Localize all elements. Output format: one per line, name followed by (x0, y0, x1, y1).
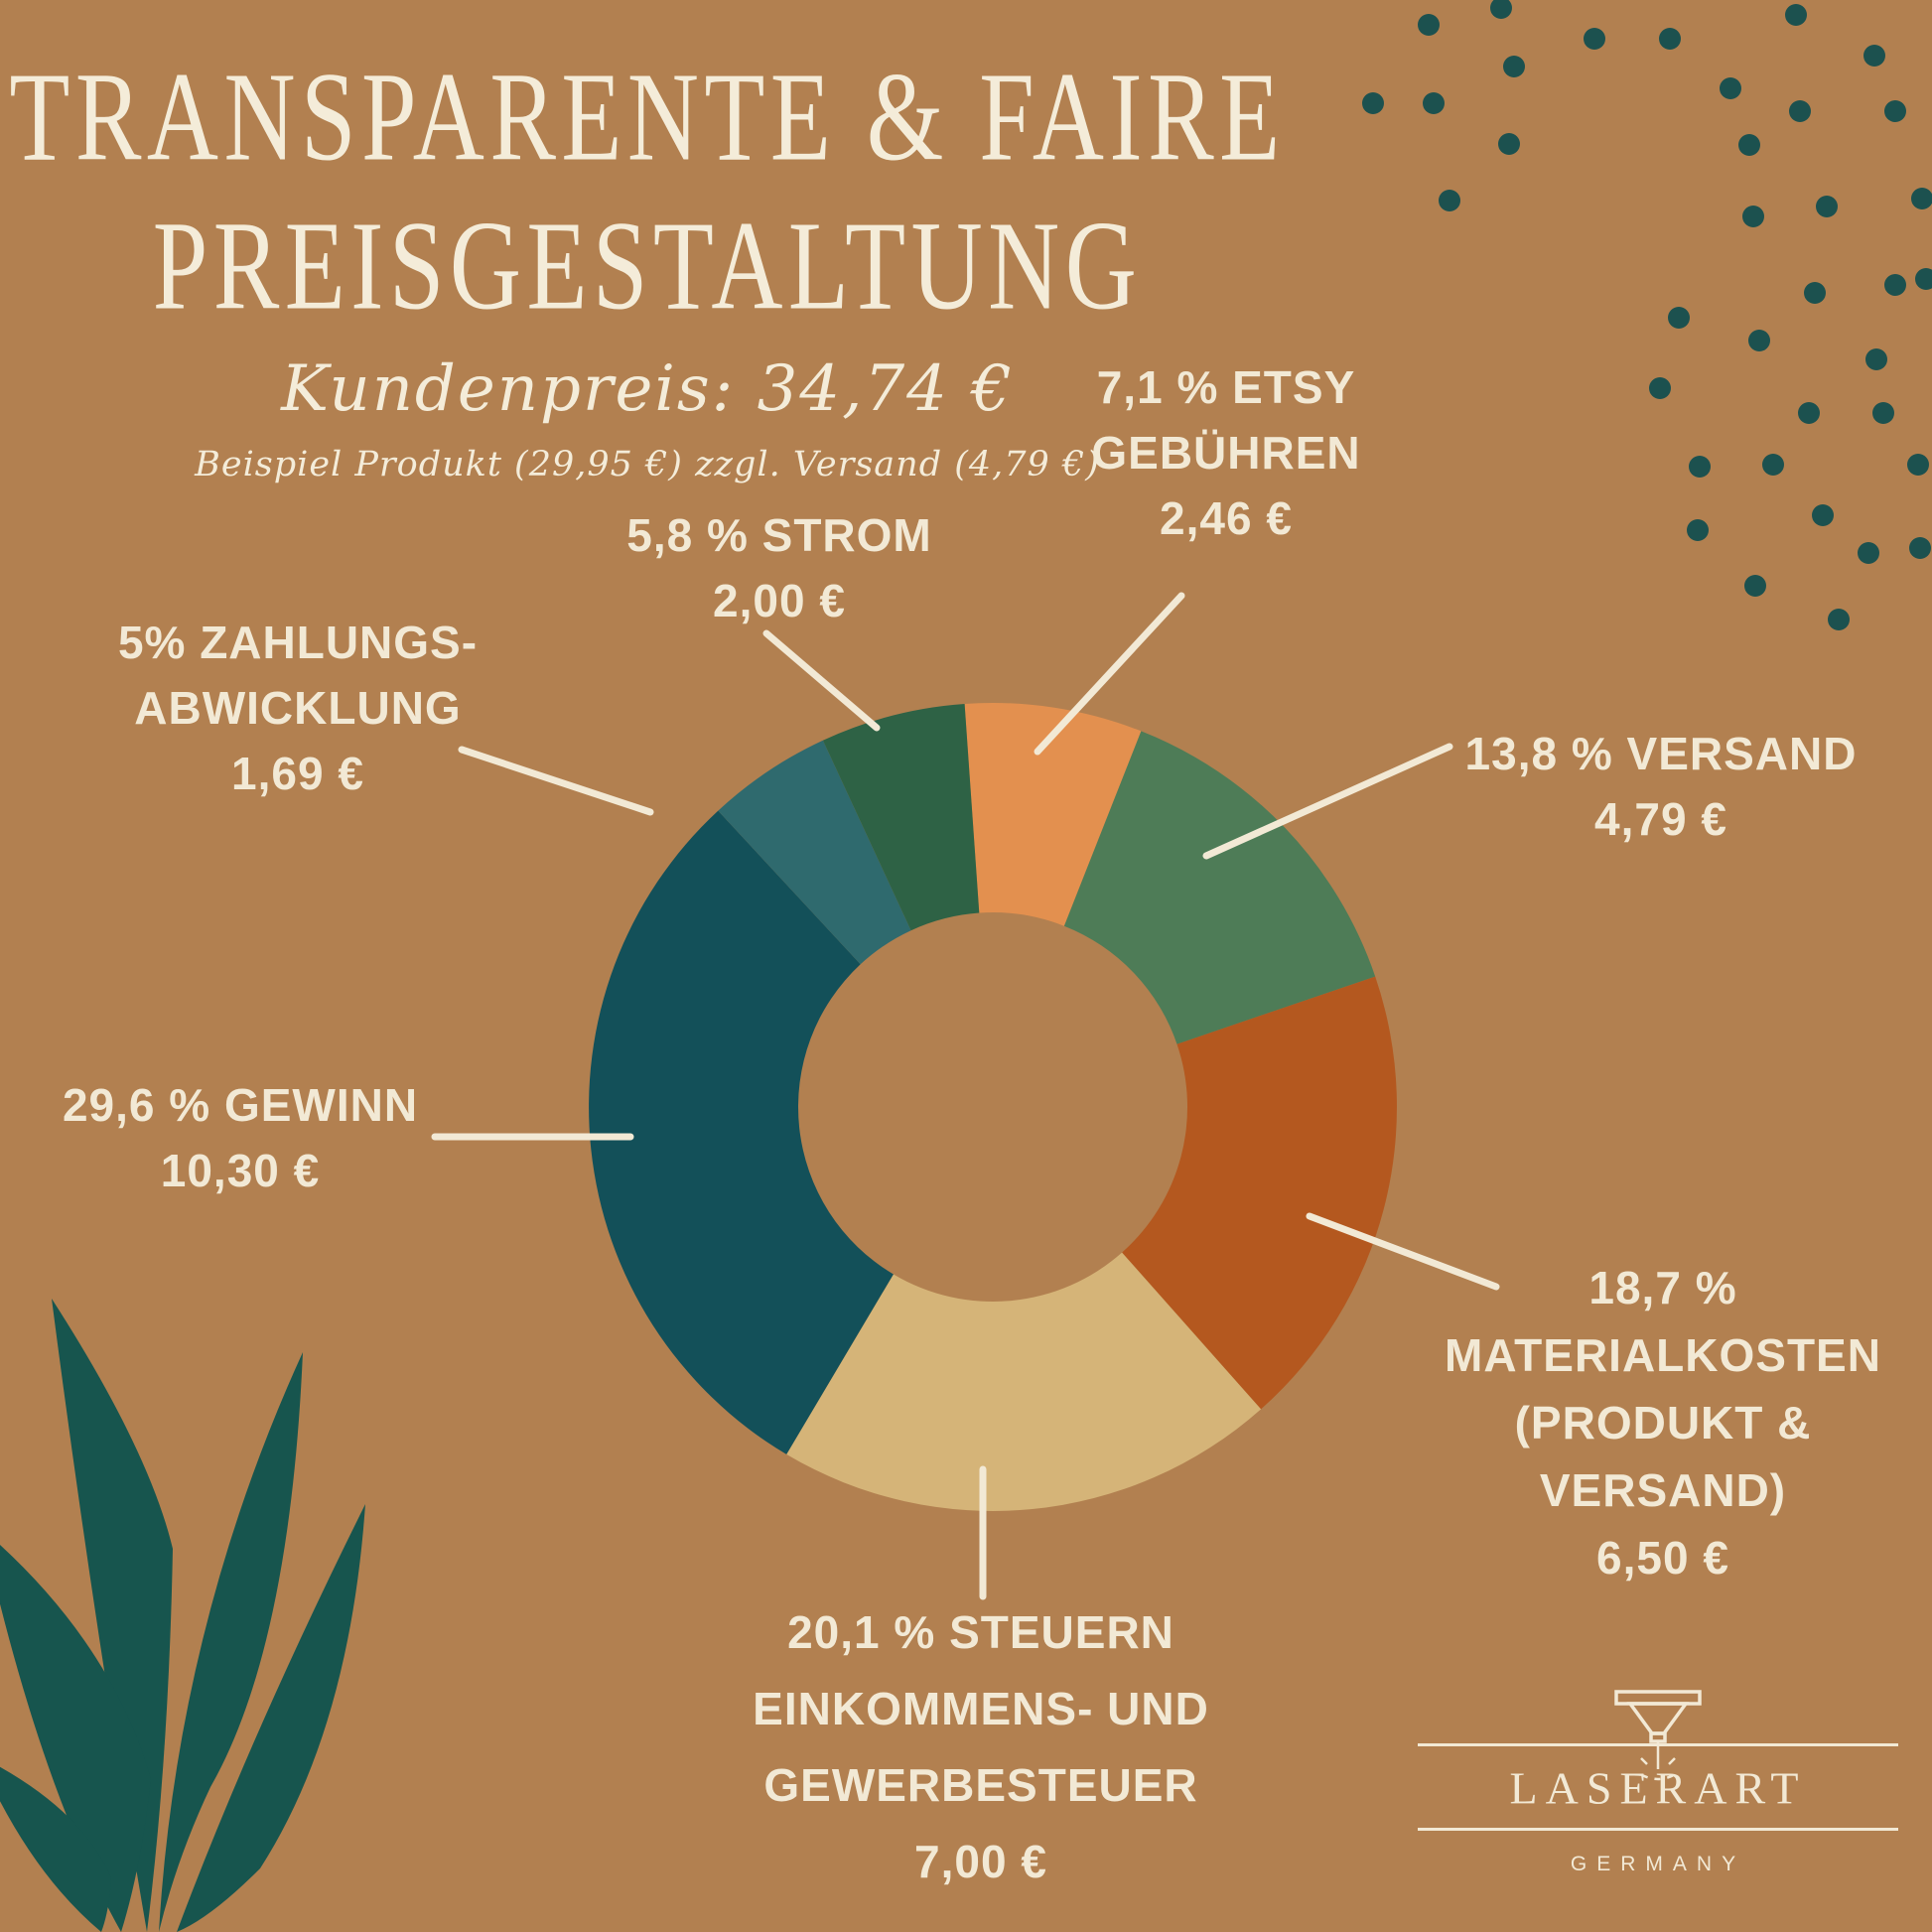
callout-material-amount: 6,50 € (1596, 1532, 1729, 1584)
dot-decoration (1909, 537, 1931, 559)
dot-decoration (1785, 4, 1807, 26)
callout-etsy-line1: 7,1 % ETSY (1096, 361, 1356, 413)
laser-nozzle-icon-part (1649, 1731, 1667, 1743)
dot-decoration (1744, 575, 1766, 597)
dot-decoration (1490, 0, 1512, 19)
dot-decoration (1858, 542, 1879, 564)
callout-gewinn-amount: 10,30 € (160, 1145, 321, 1196)
laser-spark-left (1640, 1757, 1648, 1765)
leaf-blade-lower-left (0, 1766, 111, 1932)
dot-decoration (1584, 28, 1605, 50)
dot-decoration (1423, 92, 1445, 114)
dot-decoration (1907, 454, 1929, 476)
callout-strom-line: 5,8 % STROM (626, 509, 932, 561)
dot-decoration (1689, 456, 1711, 478)
logo-divider-top (1418, 1743, 1898, 1746)
donut-slice-steuern (786, 1252, 1262, 1511)
callout-gewinn-line: 29,6 % GEWINN (62, 1079, 419, 1131)
dot-decoration (1362, 92, 1384, 114)
dot-decoration (1498, 133, 1520, 155)
donut-slice-material (1122, 976, 1397, 1410)
dot-decoration (1884, 100, 1906, 122)
callout-material-line4: VERSAND) (1539, 1464, 1787, 1516)
page-title-line2: PREISGESTALTUNG (152, 195, 1143, 337)
callout-steuern-amount: 7,00 € (914, 1836, 1047, 1887)
laser-rail-icon-part (1614, 1690, 1702, 1706)
dot-decoration (1439, 190, 1460, 211)
callout-material: 18,7 % MATERIALKOSTEN (PRODUKT & VERSAND… (1445, 1254, 1881, 1591)
callout-steuern: 20,1 % STEUERN EINKOMMENS- UND GEWERBEST… (753, 1594, 1209, 1900)
donut-slice-versand (1063, 731, 1376, 1044)
callout-etsy-line2: GEBÜHREN (1091, 427, 1361, 479)
dot-decoration (1798, 402, 1820, 424)
leader-line-versand (1202, 743, 1453, 860)
callout-material-line1: 18,7 % (1588, 1262, 1737, 1313)
callout-zahlung-amount: 1,69 € (231, 748, 364, 799)
leader-line-strom (762, 629, 881, 732)
logo-country-label: GERMANY (1570, 1853, 1746, 1875)
logo-wordmark: LASERART (1509, 1762, 1807, 1814)
dot-decoration (1863, 45, 1885, 67)
dot-decoration (1720, 77, 1741, 99)
laser-engraver-icon (1614, 1690, 1702, 1781)
callout-versand-line: 13,8 % VERSAND (1464, 728, 1858, 779)
dot-decoration (1668, 307, 1690, 329)
dot-decoration (1828, 609, 1850, 630)
dot-decoration (1812, 504, 1834, 526)
dot-decoration (1915, 268, 1932, 290)
callout-versand: 13,8 % VERSAND 4,79 € (1465, 721, 1858, 852)
donut-slice-strom (822, 704, 980, 931)
logo-divider-bottom (1418, 1828, 1898, 1831)
callout-steuern-line3: GEWERBESTEUER (763, 1759, 1198, 1811)
dot-decoration (1738, 134, 1760, 156)
dot-decoration (1816, 196, 1838, 217)
leaf-blade-upper-right (159, 1352, 303, 1932)
callout-steuern-line1: 20,1 % STEUERN (787, 1606, 1174, 1658)
example-product-subtitle: Beispiel Produkt (29,95 €) zzgl. Versand… (195, 445, 1100, 484)
callout-material-line3: (PRODUKT & (1514, 1397, 1812, 1449)
laser-head-icon-part (1626, 1702, 1690, 1735)
callout-etsy-amount: 2,46 € (1160, 492, 1293, 544)
callout-gewinn: 29,6 % GEWINN 10,30 € (63, 1072, 418, 1203)
leader-line-etsy (1034, 592, 1185, 756)
dot-decoration (1418, 14, 1440, 36)
dot-decoration (1742, 206, 1764, 227)
dot-decoration (1649, 377, 1671, 399)
callout-etsy: 7,1 % ETSY GEBÜHREN 2,46 € (1091, 354, 1360, 551)
donut-slice-etsy (964, 703, 1142, 926)
leader-line-material (1306, 1212, 1500, 1291)
leader-line-zahlung (458, 746, 654, 816)
dot-decoration (1789, 100, 1811, 122)
dot-decoration (1687, 519, 1709, 541)
callout-steuern-line2: EINKOMMENS- UND (753, 1683, 1209, 1734)
laser-spark-right (1668, 1757, 1676, 1765)
callout-material-line2: MATERIALKOSTEN (1445, 1329, 1881, 1381)
callout-strom-amount: 2,00 € (713, 575, 846, 626)
customer-price-subtitle: Kundenpreis: 34,74 € (281, 352, 1014, 426)
dot-decoration (1503, 56, 1525, 77)
callout-strom: 5,8 % STROM 2,00 € (626, 502, 932, 633)
callout-versand-amount: 4,79 € (1594, 793, 1727, 845)
callout-zahlung-line1: 5% ZAHLUNGS- (117, 617, 479, 668)
leaf-blade-left (0, 1545, 151, 1932)
dot-decoration (1872, 402, 1894, 424)
callout-zahlung: 5% ZAHLUNGS- ABWICKLUNG 1,69 € (118, 610, 478, 806)
dot-decoration (1659, 28, 1681, 50)
dot-decoration (1884, 274, 1906, 296)
dot-decoration (1804, 282, 1826, 304)
dot-decoration (1748, 330, 1770, 351)
donut-slice-zahlung (718, 740, 911, 965)
leaf-blade-right (177, 1504, 365, 1932)
dot-decoration (1911, 188, 1932, 209)
page-title-line1: TRANSPARENTE & FAIRE (9, 46, 1286, 188)
dot-decoration (1865, 348, 1887, 370)
donut-slice-gewinn (589, 810, 894, 1454)
callout-zahlung-line2: ABWICKLUNG (134, 682, 462, 734)
dot-decoration (1762, 454, 1784, 476)
laser-engrave-mark (1641, 1773, 1675, 1781)
